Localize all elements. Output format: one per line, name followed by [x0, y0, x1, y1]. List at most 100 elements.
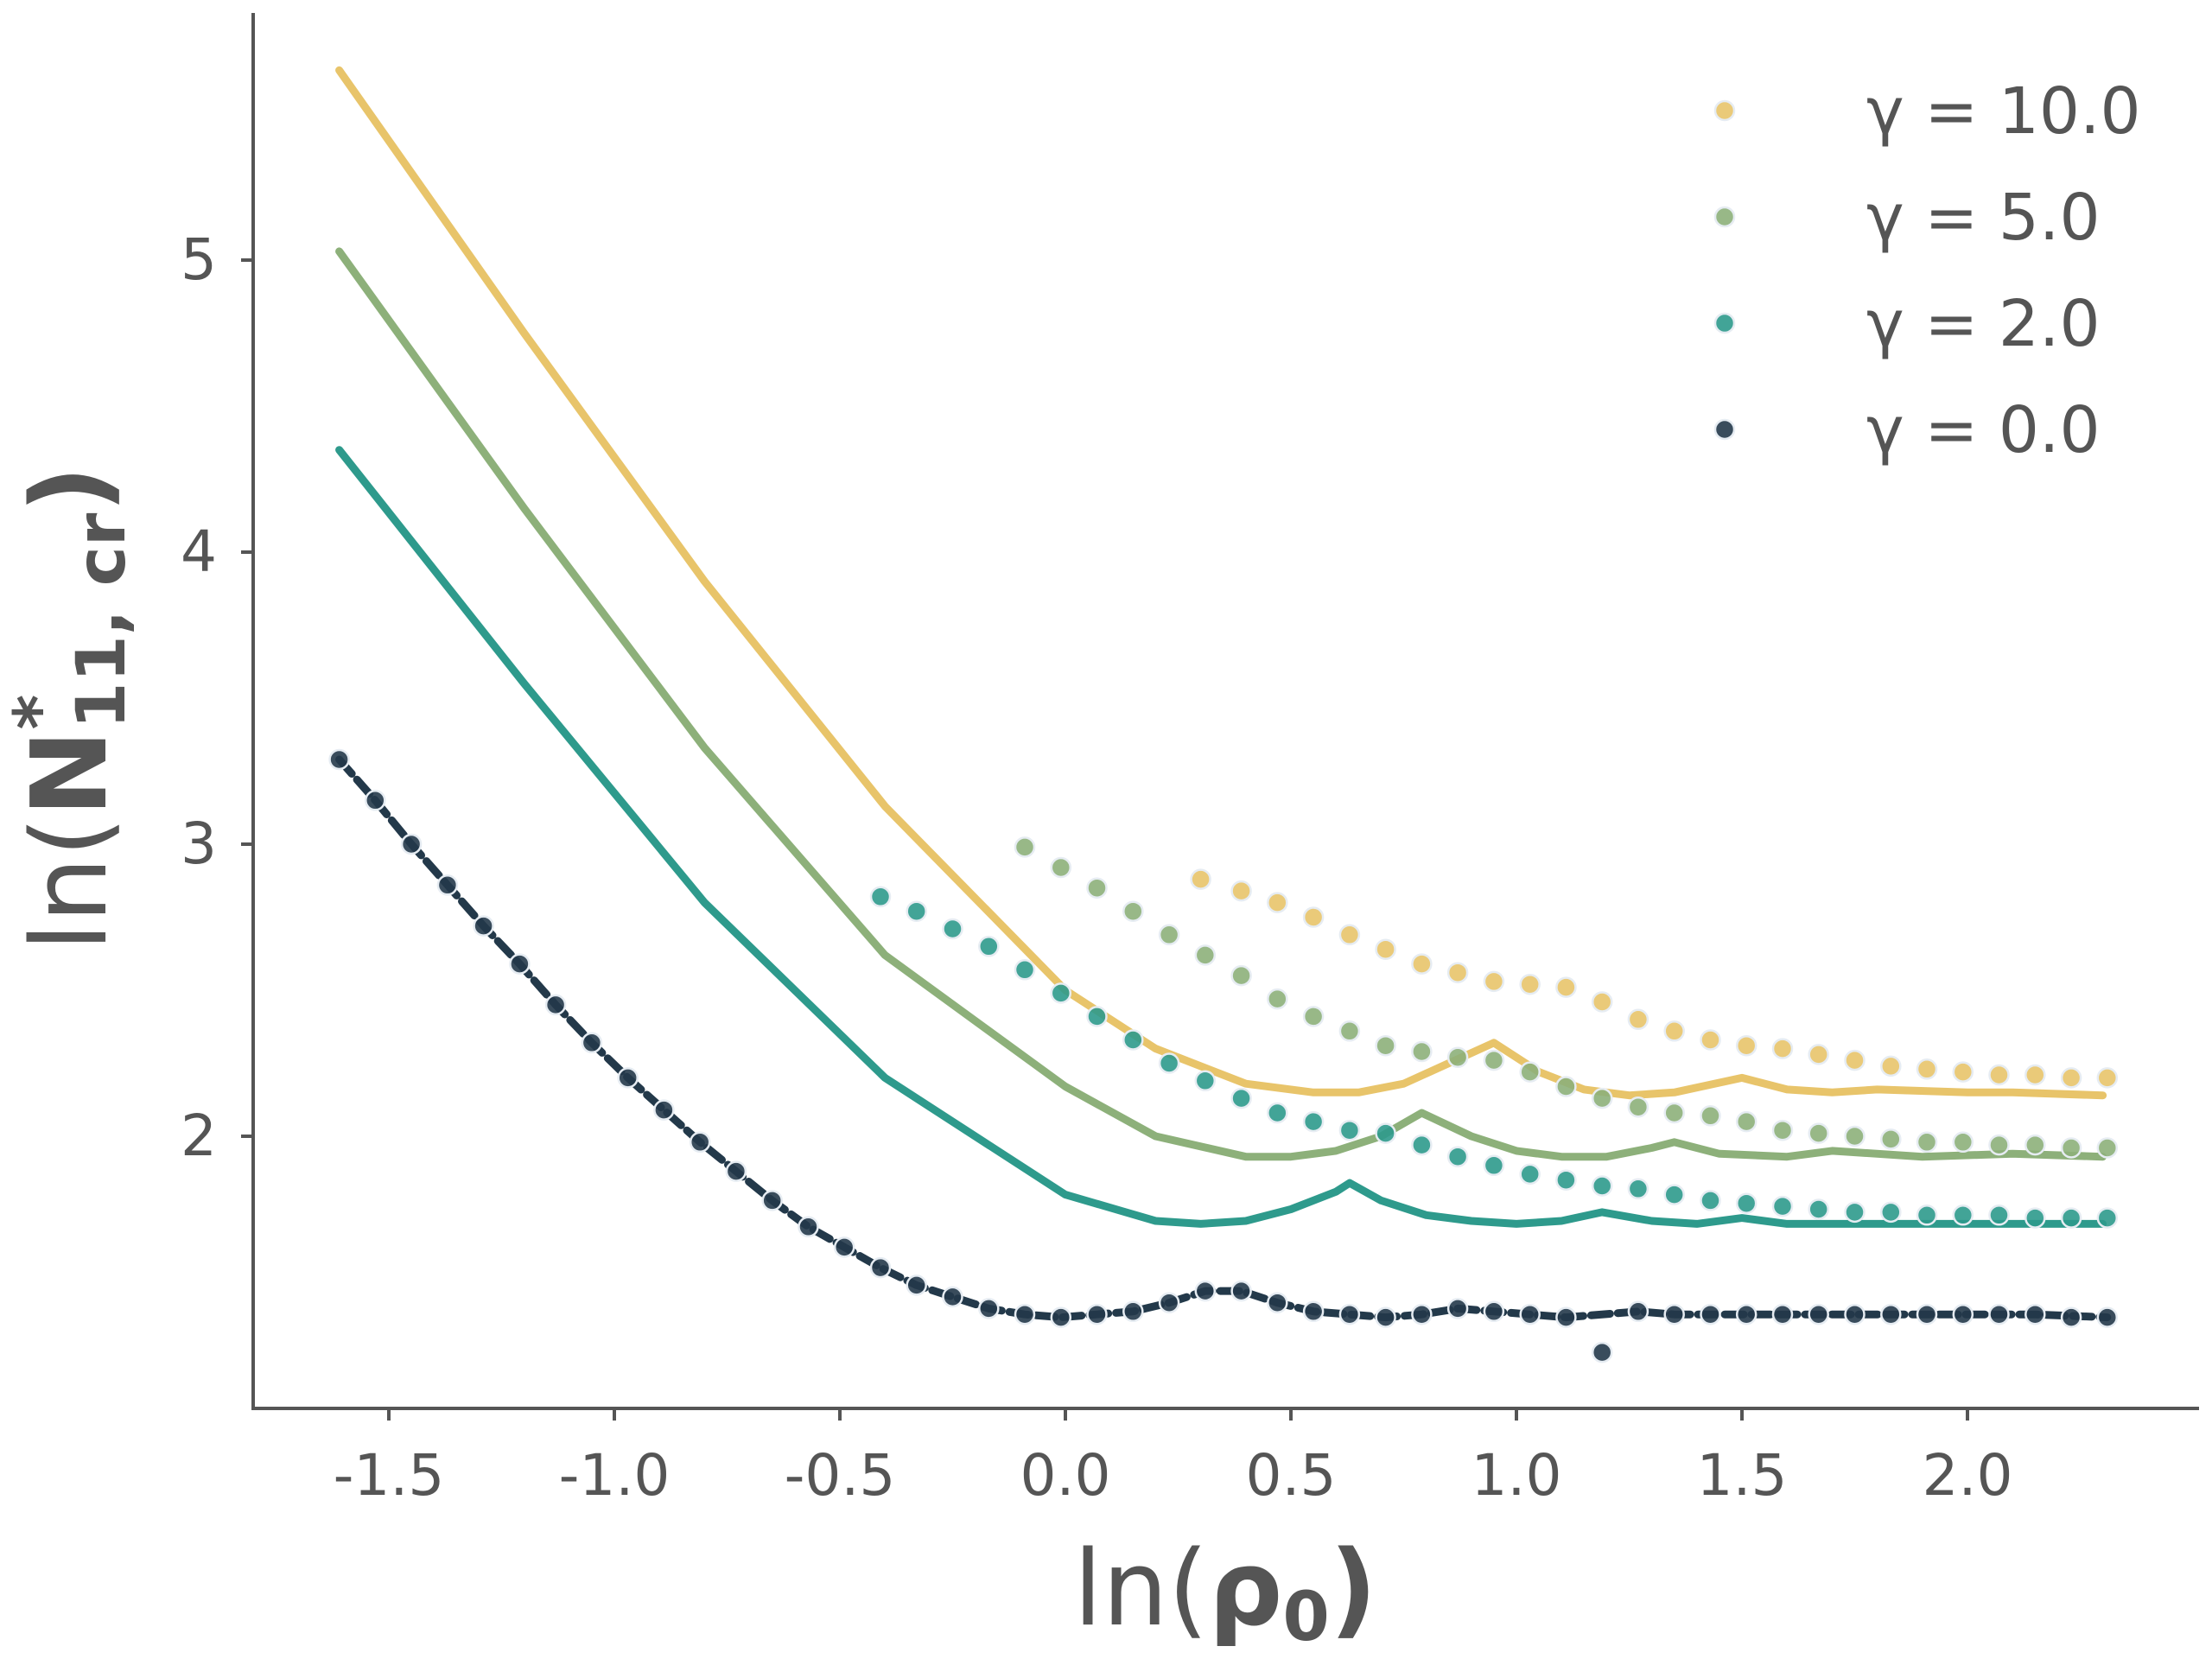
series-point-0-18 [1844, 1049, 1866, 1071]
x-tick-label-5: 1.0 [1471, 1442, 1562, 1509]
series-point-0-1 [1230, 880, 1252, 902]
series-point-3-33 [1519, 1303, 1541, 1325]
y-axis-label-sup: * [1, 695, 79, 730]
series-point-0-15 [1735, 1034, 1758, 1057]
series-line-1 [335, 247, 2107, 1161]
series-point-2-27 [1844, 1201, 1866, 1224]
series-point-3-8 [617, 1067, 639, 1089]
y-tick-label-0: 2 [181, 1103, 217, 1169]
series-point-3-41 [1808, 1303, 1829, 1325]
series-point-2-2 [942, 918, 963, 940]
series-point-3-44 [1916, 1303, 1938, 1325]
series-point-1-8 [1302, 1006, 1325, 1027]
series-point-0-2 [1267, 892, 1288, 913]
series-point-3-25 [1230, 1280, 1252, 1302]
series-point-3-9 [653, 1099, 675, 1121]
series-point-1-17 [1627, 1096, 1649, 1118]
x-tick-label-2: -0.5 [785, 1442, 896, 1509]
x-axis-label-main: ρ [1209, 1529, 1283, 1649]
series-point-3-36 [1627, 1300, 1649, 1323]
series-point-3-15 [869, 1256, 892, 1279]
series-line-0 [335, 66, 2107, 1100]
series-point-2-19 [1555, 1169, 1577, 1191]
series-point-3-3 [436, 874, 459, 896]
series-point-0-13 [1663, 1020, 1685, 1042]
series-point-2-6 [1086, 1006, 1108, 1027]
y-tick-label-3: 5 [181, 226, 217, 293]
series-point-2-25 [1771, 1195, 1794, 1217]
series-point-2-8 [1158, 1052, 1180, 1074]
series-line-3 [335, 755, 2112, 1322]
series-point-1-20 [1735, 1110, 1758, 1133]
series-point-3-31 [1446, 1298, 1469, 1319]
series-point-0-17 [1808, 1044, 1829, 1065]
series-point-1-13 [1483, 1049, 1505, 1071]
y-axis-label: ln(N*11, cr) [1, 466, 141, 951]
series-point-1-5 [1194, 944, 1217, 966]
series-point-3-39 [1735, 1303, 1758, 1325]
series-point-0-20 [1916, 1058, 1938, 1080]
series-point-1-11 [1411, 1040, 1433, 1063]
series-point-3-4 [473, 915, 494, 937]
series-point-3-1 [365, 790, 386, 811]
y-tick-label-1: 3 [181, 810, 217, 877]
series-point-3-49 [2096, 1306, 2119, 1328]
series-point-1-19 [1700, 1105, 1721, 1127]
legend-label-3: γ = 0.0 [1866, 393, 2101, 467]
series-point-2-17 [1483, 1154, 1505, 1177]
legend-label-2: γ = 2.0 [1866, 287, 2101, 361]
series-point-1-29 [2060, 1137, 2082, 1159]
series-point-3-5 [509, 953, 531, 975]
x-axis-label-prefix: ln( [1073, 1529, 1208, 1649]
series-point-3-35 [1591, 1341, 1613, 1363]
series-point-2-0 [869, 886, 892, 908]
series-point-1-16 [1591, 1087, 1613, 1109]
series-point-1-24 [1880, 1128, 1902, 1150]
series-point-2-28 [1880, 1201, 1902, 1224]
legend-marker-3 [1713, 418, 1736, 441]
series-point-1-3 [1122, 900, 1144, 922]
series-point-2-20 [1591, 1175, 1613, 1197]
series-point-0-4 [1338, 924, 1361, 946]
series-point-2-13 [1338, 1119, 1361, 1141]
series-point-0-12 [1627, 1008, 1649, 1031]
series-point-1-26 [1952, 1131, 1974, 1154]
series-point-3-21 [1086, 1303, 1108, 1325]
series-point-2-12 [1302, 1110, 1325, 1133]
series-point-1-15 [1555, 1076, 1577, 1097]
series-point-3-20 [1050, 1306, 1072, 1328]
series-point-2-21 [1627, 1178, 1649, 1200]
x-tick-label-3: 0.0 [1020, 1442, 1111, 1509]
series-point-1-9 [1338, 1020, 1361, 1042]
series-point-3-48 [2060, 1306, 2082, 1328]
series-point-3-29 [1375, 1306, 1396, 1328]
series-point-1-14 [1519, 1061, 1541, 1083]
series-point-1-6 [1230, 964, 1252, 987]
series-point-3-13 [798, 1216, 819, 1238]
series-point-0-25 [2096, 1067, 2119, 1089]
x-ticks: -1.5 -1.0 -0.5 0.0 0.5 1.0 1.5 2.0 [334, 1408, 2012, 1509]
series-point-0-10 [1555, 976, 1577, 998]
series-point-2-34 [2096, 1207, 2119, 1229]
series-point-1-0 [1014, 836, 1036, 858]
series-point-0-11 [1591, 991, 1613, 1013]
x-axis-label-suffix: ) [1330, 1529, 1377, 1649]
series-point-3-11 [725, 1160, 747, 1182]
x-axis-label-sub: 0 [1283, 1579, 1330, 1656]
series-point-2-5 [1050, 982, 1072, 1004]
series-point-3-23 [1158, 1292, 1180, 1313]
series-point-0-3 [1302, 906, 1325, 928]
series-point-0-14 [1700, 1029, 1721, 1051]
series-point-0-0 [1190, 868, 1211, 890]
series-point-2-24 [1735, 1192, 1758, 1214]
series-point-1-12 [1446, 1046, 1469, 1068]
series-point-2-30 [1952, 1205, 1974, 1226]
series-point-3-26 [1267, 1292, 1288, 1313]
series-point-0-16 [1771, 1038, 1794, 1059]
series-point-3-45 [1952, 1303, 1974, 1325]
plot-points [328, 748, 2119, 1363]
series-point-3-38 [1700, 1303, 1721, 1325]
series-point-2-15 [1411, 1134, 1433, 1156]
series-point-3-22 [1122, 1300, 1144, 1323]
series-point-3-40 [1771, 1303, 1794, 1325]
